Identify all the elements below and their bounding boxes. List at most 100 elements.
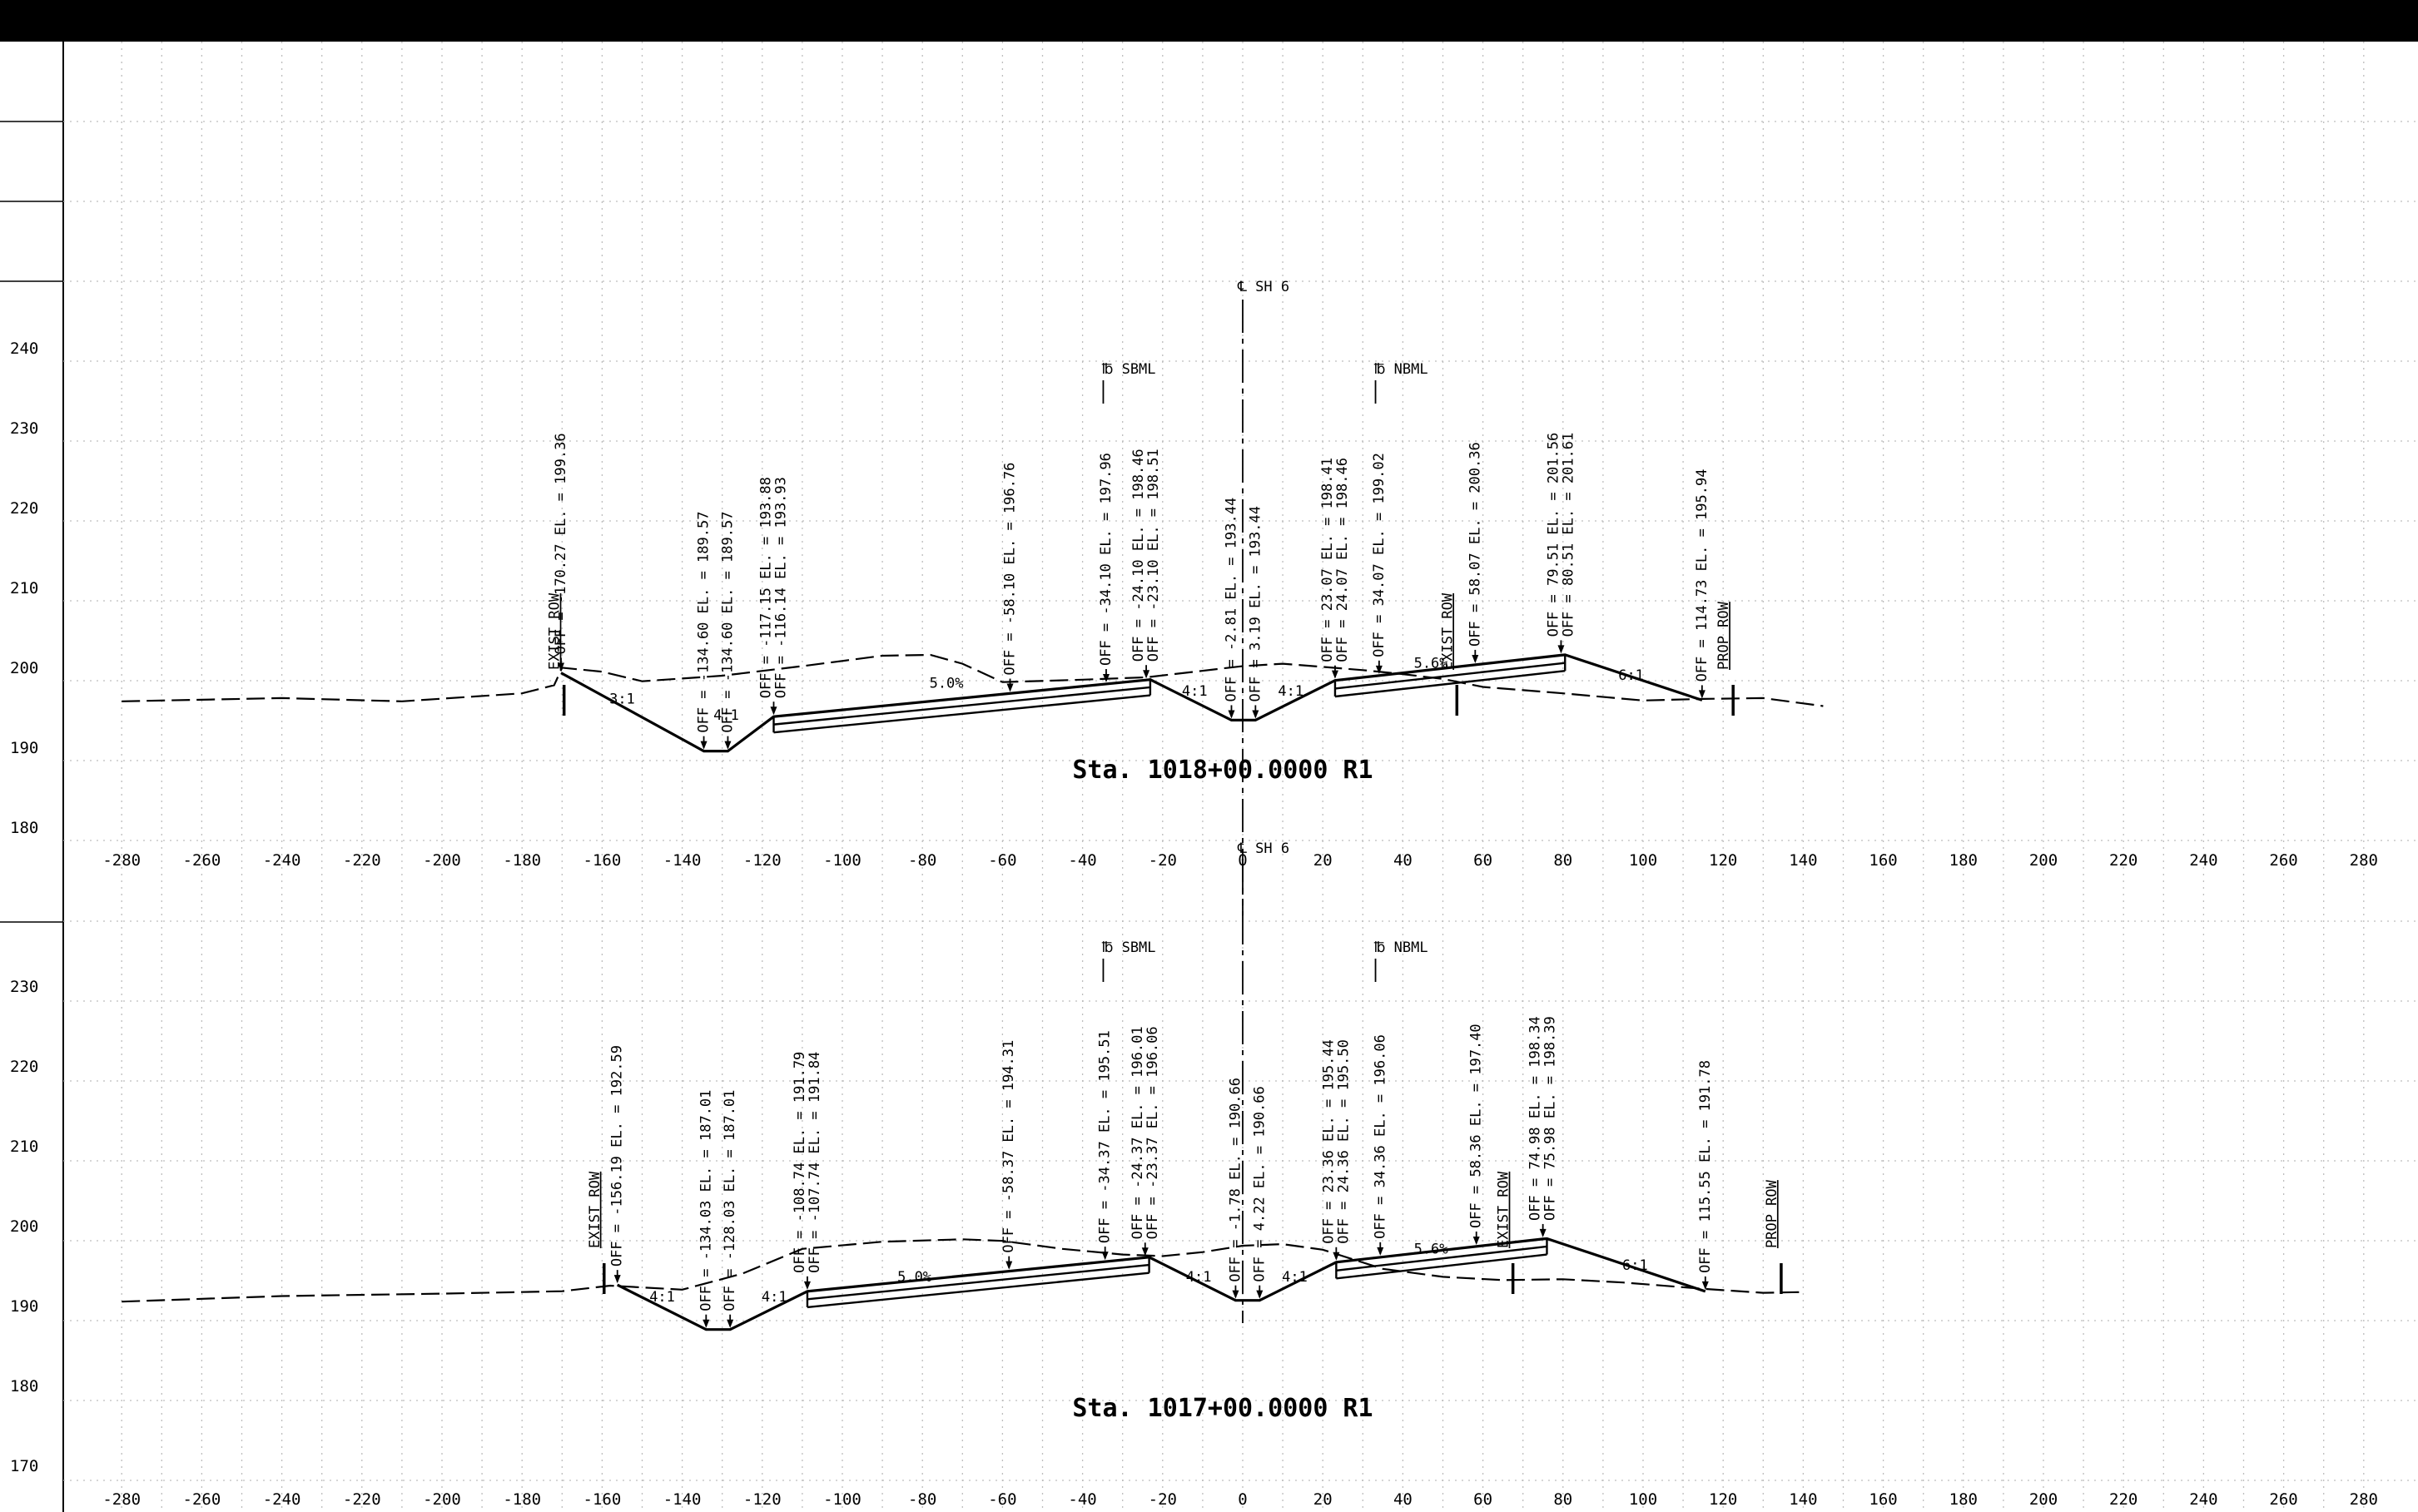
slope-label: 5.6% [1414,655,1448,672]
offset-elevation-label: OFF = 80.51 EL. = 201.61 [1560,433,1576,637]
callout-arrow [1333,1252,1340,1261]
x-tick-label: -180 [503,1490,541,1509]
x-tick-label: -80 [908,851,936,870]
x-tick-label: 120 [1709,1490,1737,1509]
callout-arrow [1232,1290,1239,1299]
offset-elevation-label: OFF = -134.60 EL. = 189.57 [719,512,736,733]
existing-ground-line [122,653,1824,707]
callout-arrow [1375,665,1383,674]
axes: -280-280-260-260-240-240-220-220-200-200… [0,121,2378,1509]
slope-label: 4:1 [1186,1269,1212,1286]
x-tick-label: -140 [663,1490,702,1509]
x-tick-label: 140 [1789,1490,1817,1509]
x-tick-label: 280 [2350,851,2378,870]
y-tick-label: 230 [10,978,38,996]
baseline-label: ℔ SBML [1101,939,1155,956]
x-tick-label: -120 [743,851,782,870]
offset-elevation-label: OFF = -34.10 EL. = 197.96 [1098,453,1115,666]
slope-label: 5.6% [1414,1242,1448,1258]
offset-elevation-label: OFF = 24.07 EL. = 198.46 [1334,458,1351,662]
x-tick-label: 200 [2029,851,2058,870]
offset-elevation-label: OFF = 58.07 EL. = 200.36 [1467,442,1483,647]
x-tick-label: -220 [343,1490,381,1509]
slope-label: 4:1 [713,707,739,724]
x-tick-label: -20 [1149,851,1177,870]
x-tick-label: -80 [908,1490,936,1509]
offset-elevation-label: OFF = -58.10 EL. = 196.76 [1002,463,1019,676]
pavement-layer [773,686,1151,726]
x-tick-label: -240 [263,1490,301,1509]
x-tick-label: 20 [1313,1490,1333,1509]
y-tick-label: 200 [10,659,38,677]
offset-elevation-label: OFF = -134.03 EL. = 187.01 [698,1090,714,1311]
x-tick-label: -160 [583,1490,622,1509]
x-tick-label: 220 [2109,851,2137,870]
slope-label: 5.0% [897,1269,931,1286]
x-tick-label: -280 [102,1490,141,1509]
callout-arrow [803,1281,811,1290]
slope-label: 6:1 [1618,667,1644,684]
callout-arrow [1141,1247,1149,1257]
offset-elevation-label: OFF = -24.10 EL. = 198.46 [1130,449,1147,662]
offset-elevation-label: OFF = 3.19 EL. = 193.44 [1247,506,1264,701]
x-tick-label: 280 [2350,1490,2378,1509]
pavement-layer [1336,1245,1547,1272]
callout-arrow [1006,683,1014,692]
x-tick-label: -160 [583,851,622,870]
y-tick-label: 180 [10,1377,38,1396]
y-tick-label: 200 [10,1217,38,1236]
grid [63,42,2418,1512]
station-title: Sta. 1018+00.0000 R1 [1072,756,1373,785]
offset-elevation-label: OFF = 23.36 EL. = 195.44 [1320,1039,1337,1244]
centerline-label: ℄ SH 6 [1237,279,1289,295]
callout-arrow [700,741,708,750]
slope-label: 4:1 [649,1289,675,1306]
offset-elevation-label: OFF = -1.78 EL. = 190.66 [1227,1078,1244,1282]
offset-elevation-label: OFF = 23.07 EL. = 198.41 [1319,458,1336,662]
offset-elevation-label: OFF = -58.37 EL. = 194.31 [1000,1040,1017,1253]
pavement-layer [807,1272,1149,1309]
offset-elevation-label: OFF = -117.15 EL. = 193.88 [758,477,775,698]
offset-elevation-label: OFF = -107.74 EL. = 191.84 [807,1052,823,1273]
offset-elevation-label: OFF = 74.98 EL. = 198.34 [1527,1016,1544,1221]
offset-elevation-label: OFF = -116.14 EL. = 193.93 [773,477,790,698]
x-tick-label: -60 [988,1490,1016,1509]
offset-elevation-label: OFF = 4.22 EL. = 190.66 [1251,1086,1268,1281]
row-label: EXIST ROW [547,592,564,670]
x-tick-label: -220 [343,851,381,870]
row-label: EXIST ROW [587,1171,603,1248]
x-tick-label: -260 [183,851,221,870]
proposed-grade-line [616,1237,1706,1331]
x-tick-label: 260 [2269,1490,2297,1509]
slope-label: 3:1 [609,692,635,708]
callout-arrow [1331,670,1338,679]
x-tick-label: -180 [503,851,541,870]
offset-elevation-label: OFF = -24.37 EL. = 196.01 [1130,1026,1146,1239]
slope-label: 6:1 [1622,1257,1648,1274]
offset-elevation-label: OFF = -108.74 EL. = 191.79 [792,1052,808,1273]
callout-arrow [1256,1290,1264,1299]
section-sta-1018: 240 230 220 210 200 190 180 ℄ SH 6 ℔ SBML ℔ NBML O… [10,279,1824,915]
station-title: Sta. 1017+00.0000 R1 [1072,1394,1373,1423]
pavement-layer [773,694,1151,734]
y-tick-label: 170 [10,1457,38,1475]
x-tick-label: 60 [1473,851,1492,870]
offset-elevation-label: OFF = 114.73 EL. = 195.94 [1694,469,1710,682]
x-tick-label: -100 [823,1490,861,1509]
x-tick-label: -20 [1149,1490,1177,1509]
x-tick-label: 20 [1313,851,1333,870]
x-tick-label: 180 [1949,851,1978,870]
x-tick-label: -280 [102,851,141,870]
baseline-label: ℔ NBML [1374,939,1428,956]
slope-label: 4:1 [1182,683,1208,700]
callout-arrow [1539,1228,1547,1237]
y-tick-label: 180 [10,819,38,837]
offset-elevation-label: OFF = 115.55 EL. = 191.78 [1697,1060,1714,1273]
callout-arrow [1701,1281,1709,1290]
section-sta-1017: 230 220 210 200 190 180 170 ℄ SH 6 ℔ SBML ℔ NBML O… [10,840,1804,1475]
proposed-grade-line [560,653,1703,753]
x-tick-label: -100 [823,851,861,870]
offset-elevation-label: OFF = -170.27 EL. = 199.36 [553,433,569,654]
x-tick-label: -40 [1068,1490,1096,1509]
x-tick-label: 240 [2189,851,2217,870]
